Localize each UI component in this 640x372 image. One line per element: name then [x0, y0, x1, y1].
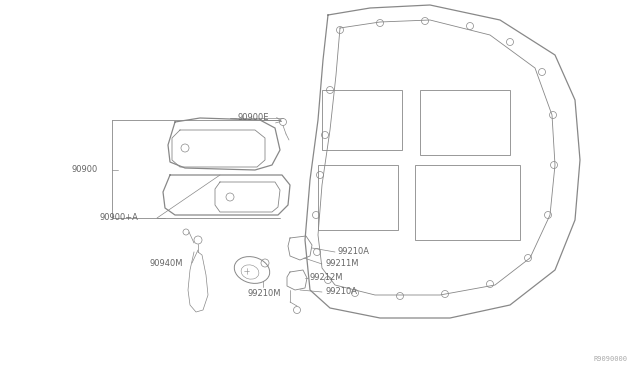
Bar [415, 165, 520, 240]
Text: 90900+A: 90900+A [100, 214, 139, 222]
Bar [420, 90, 510, 155]
Bar [318, 165, 398, 230]
Text: 99210A: 99210A [325, 288, 357, 296]
Text: 99212M: 99212M [310, 273, 344, 282]
Text: 90940M: 90940M [150, 259, 184, 267]
Text: 99211M: 99211M [325, 260, 358, 269]
Text: 90900E: 90900E [237, 113, 269, 122]
Text: 99210M: 99210M [248, 289, 282, 298]
Text: 99210A: 99210A [338, 247, 370, 257]
Text: R9090000: R9090000 [594, 356, 628, 362]
Text: 90900: 90900 [72, 166, 99, 174]
Bar [322, 90, 402, 150]
